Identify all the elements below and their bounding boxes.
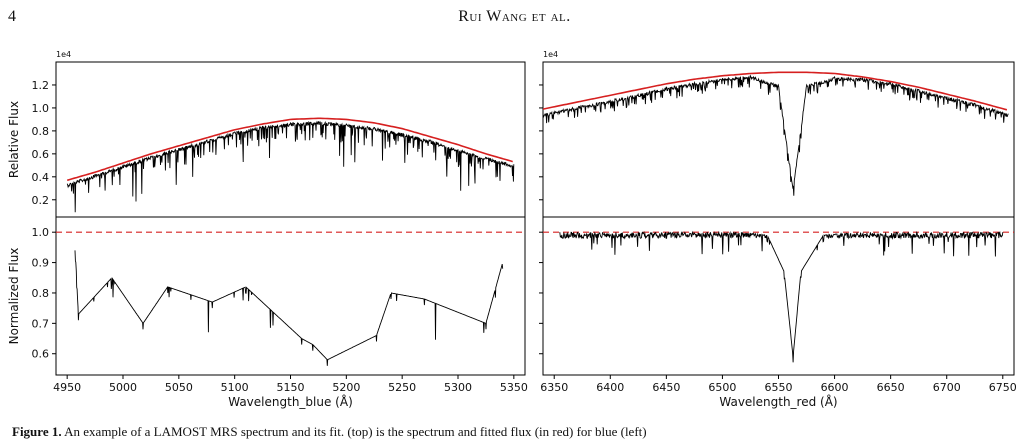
y-tick-label: 0.7 <box>32 317 50 330</box>
panel-frame <box>55 61 526 218</box>
x-tick-label: 6650 <box>877 381 905 394</box>
x-tick-label: 6750 <box>989 381 1017 394</box>
panel-frame <box>542 216 1015 376</box>
x-tick-label: 4950 <box>53 381 81 394</box>
fit-curve <box>542 71 1008 111</box>
x-tick-label: 5050 <box>165 381 193 394</box>
x-tick-label: 5250 <box>388 381 416 394</box>
x-axis-label: Wavelength_blue (Å) <box>228 394 353 409</box>
spectrum-trace <box>542 74 1009 196</box>
spectrum-trace <box>74 250 504 366</box>
x-tick-label: 6400 <box>596 381 624 394</box>
x-tick-label: 5200 <box>332 381 360 394</box>
x-tick-label: 5350 <box>500 381 528 394</box>
x-tick-label: 6700 <box>933 381 961 394</box>
spectrum-trace <box>66 120 515 213</box>
x-tick-label: 6350 <box>540 381 568 394</box>
y-tick-label: 1.0 <box>32 226 50 239</box>
caption-label: Figure 1. <box>12 424 62 439</box>
y-tick-label: 0.6 <box>32 148 50 161</box>
y-tick-label: 1.2 <box>32 79 50 92</box>
x-tick-label: 6500 <box>708 381 736 394</box>
x-tick-label: 6450 <box>652 381 680 394</box>
y-tick-label: 1.0 <box>32 102 50 115</box>
x-tick-label: 6600 <box>821 381 849 394</box>
offset-text: 1e4 <box>543 50 558 59</box>
spectrum-trace <box>559 230 1004 363</box>
offset-text: 1e4 <box>56 50 71 59</box>
y-tick-label: 0.8 <box>32 287 50 300</box>
x-tick-label: 5000 <box>109 381 137 394</box>
spectrum-figure: 0.2 0.4 0.6 0.8 1.0 1.2 1e4 Relative Flux 0.6 0.7… <box>7 50 1017 409</box>
y-tick-label: 0.4 <box>32 171 50 184</box>
y-axis-label: Normalized Flux <box>7 248 21 345</box>
caption-text: An example of a LAMOST MRS spectrum and … <box>64 424 647 439</box>
x-axis-label: Wavelength_red (Å) <box>719 394 837 409</box>
running-head: Rui Wang et al. <box>458 8 571 25</box>
y-tick-label: 0.2 <box>32 194 50 207</box>
x-tick-label: 5100 <box>221 381 249 394</box>
y-axis-label: Relative Flux <box>7 101 21 178</box>
figure-caption: Figure 1. An example of a LAMOST MRS spe… <box>12 424 1022 440</box>
y-tick-label: 0.6 <box>32 348 50 361</box>
x-tick-label: 5150 <box>277 381 305 394</box>
x-tick-label: 5300 <box>444 381 472 394</box>
y-tick-label: 0.8 <box>32 125 50 138</box>
y-tick-label: 0.9 <box>32 257 50 270</box>
panel-frame <box>55 216 526 376</box>
x-tick-label: 6550 <box>765 381 793 394</box>
fit-curve <box>66 117 513 182</box>
page-number: 4 <box>8 8 16 25</box>
